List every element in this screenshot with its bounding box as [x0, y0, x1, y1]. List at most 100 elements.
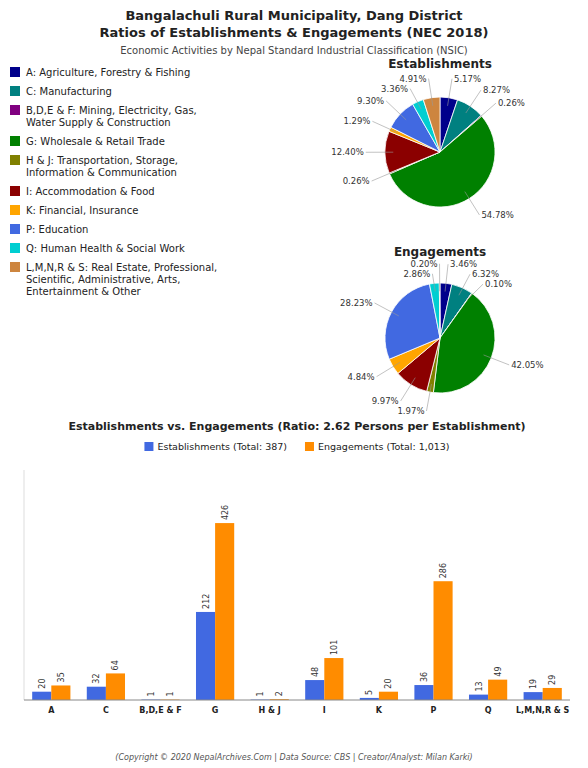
text-line: Entertainment & Other — [26, 286, 142, 297]
pie-label: 28.23% — [340, 298, 372, 308]
leader-line — [372, 121, 397, 132]
legend-swatch — [10, 205, 20, 215]
legend-entry: K: Financial, Insurance — [26, 205, 138, 216]
bar-label: 1 — [256, 691, 265, 696]
bar-label: 2 — [275, 691, 284, 696]
bar-label: 20 — [384, 679, 393, 689]
pie-chart: Establishments5.17%8.27%0.26%54.78%0.26%… — [331, 57, 525, 220]
bar-label: 49 — [494, 666, 503, 676]
text-line: Information & Communication — [26, 167, 177, 178]
text-line: H & J: Transportation, Storage, — [26, 155, 178, 166]
pie-title: Establishments — [388, 57, 492, 71]
bar — [488, 680, 507, 700]
pie-label: 0.26% — [343, 176, 370, 186]
subtitle: Economic Activities by Nepal Standard In… — [120, 45, 468, 56]
leader-line — [429, 79, 433, 106]
pie-label: 54.78% — [481, 210, 513, 220]
bar-label: 35 — [57, 672, 66, 682]
pie-slice — [429, 283, 440, 338]
legend-entry: Establishments (Total: 387) — [157, 441, 287, 452]
bar-label: 36 — [420, 672, 429, 682]
bar-label: 19 — [529, 679, 538, 689]
legend-entry: P: Education — [26, 224, 88, 235]
footer: (Copyright © 2020 NepalArchives.Com | Da… — [115, 753, 472, 762]
bar-label: 286 — [439, 563, 448, 578]
x-tick-label: B,D,E & F — [139, 706, 181, 715]
legend-entry: B,D,E & F: Mining, Electricity, Gas,Wate… — [26, 105, 197, 128]
bar — [32, 692, 51, 700]
pie-chart: Engagements3.46%6.32%0.10%42.05%1.97%9.9… — [340, 245, 543, 416]
x-tick-label: K — [376, 706, 383, 715]
text-line: L,M,N,R & S: Real Estate, Professional, — [26, 262, 217, 273]
pie-label: 5.17% — [454, 74, 481, 84]
pie-label: 1.97% — [397, 406, 424, 416]
x-tick-label: Q — [485, 706, 492, 715]
legend-swatch — [10, 262, 20, 272]
pie-label: 9.97% — [372, 396, 399, 406]
legend-swatch — [10, 186, 20, 196]
bar — [106, 673, 125, 700]
bar — [87, 687, 106, 700]
leader-line — [448, 79, 452, 106]
pie-label: 3.46% — [450, 259, 477, 269]
pie-title: Engagements — [394, 245, 486, 259]
data-labels: 203212121485361319356414262101202864929 — [38, 505, 558, 697]
legend-swatch — [10, 224, 20, 234]
bar-title: Establishments vs. Engagements (Ratio: 2… — [68, 420, 525, 433]
bar — [543, 688, 562, 700]
bar-label: 212 — [202, 594, 211, 609]
leader-line — [439, 264, 440, 291]
legend: A: Agriculture, Forestry & FishingC: Man… — [10, 67, 217, 297]
pie-slice — [423, 97, 440, 152]
legend-entry: L,M,N,R & S: Real Estate, Professional,S… — [26, 262, 217, 297]
leader-line — [475, 103, 496, 121]
x-tick-label: I — [323, 706, 326, 715]
pie-slice — [433, 293, 495, 393]
bar-label: 1 — [166, 691, 175, 696]
bar — [196, 612, 215, 700]
legend-entry: G: Wholesale & Retail Trade — [26, 136, 165, 147]
bar — [324, 658, 343, 700]
x-tick-label: C — [103, 706, 109, 715]
pie-label: 9.30% — [357, 96, 384, 106]
x-tick-label: A — [48, 706, 55, 715]
leader-line — [432, 274, 435, 292]
leader-line — [375, 303, 399, 316]
bar — [469, 695, 488, 700]
pie-label: 42.05% — [511, 360, 543, 370]
pie-label: 8.27% — [483, 85, 510, 95]
bars — [32, 523, 562, 700]
pie-label: 1.29% — [343, 116, 370, 126]
leader-line — [459, 274, 470, 295]
leader-line — [366, 152, 393, 153]
legend-swatch — [10, 67, 20, 77]
leader-line — [386, 101, 406, 120]
bar-label: 20 — [38, 679, 47, 689]
legend-swatch — [10, 86, 20, 96]
title: Ratios of Establishments & Engagements (… — [100, 25, 489, 40]
legend-swatch — [10, 155, 20, 165]
pie-label: 4.91% — [400, 74, 427, 84]
x-tick-label: G — [212, 706, 219, 715]
bar — [379, 692, 398, 700]
legend-swatch — [10, 136, 20, 146]
bar-chart: Establishments vs. Engagements (Ratio: 2… — [24, 420, 570, 715]
x-tick-label: P — [431, 706, 437, 715]
leader-line — [467, 284, 483, 300]
x-axis-line — [24, 700, 570, 701]
bar-label: 101 — [330, 640, 339, 655]
bar-label: 29 — [548, 675, 557, 685]
pie-label: 0.10% — [485, 279, 512, 289]
bar-label: 426 — [221, 505, 230, 520]
leader-line — [372, 170, 397, 181]
leader-line — [484, 355, 510, 365]
text-line: Scientific, Administrative, Arts, — [26, 274, 180, 285]
bar-label: 13 — [475, 681, 484, 691]
pie-label: 2.86% — [403, 269, 430, 279]
text-line: B,D,E & F: Mining, Electricity, Gas, — [26, 105, 197, 116]
leader-line — [401, 378, 416, 401]
pie-label: 3.36% — [381, 84, 408, 94]
title: Bangalachuli Rural Municipality, Dang Di… — [125, 8, 462, 23]
bar-label: 32 — [92, 674, 101, 684]
legend-entry: A: Agriculture, Forestry & Fishing — [26, 67, 190, 78]
